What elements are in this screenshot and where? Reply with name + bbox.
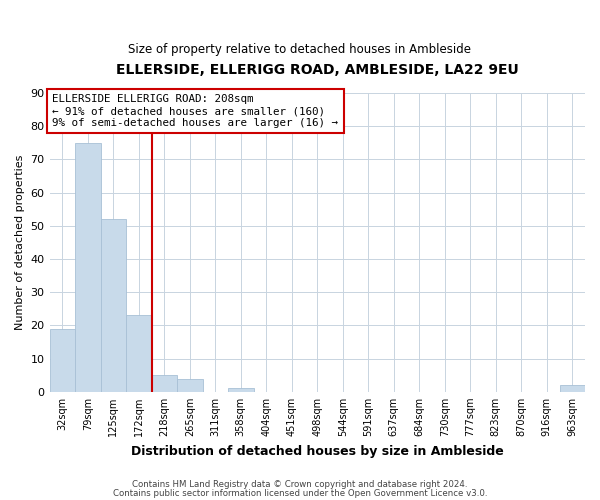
Bar bbox=[50, 328, 75, 392]
Bar bbox=[126, 316, 152, 392]
Title: ELLERSIDE, ELLERIGG ROAD, AMBLESIDE, LA22 9EU: ELLERSIDE, ELLERIGG ROAD, AMBLESIDE, LA2… bbox=[116, 62, 518, 76]
Bar bbox=[101, 219, 126, 392]
Text: Contains HM Land Registry data © Crown copyright and database right 2024.: Contains HM Land Registry data © Crown c… bbox=[132, 480, 468, 489]
Bar bbox=[228, 388, 254, 392]
Text: Contains public sector information licensed under the Open Government Licence v3: Contains public sector information licen… bbox=[113, 489, 487, 498]
Bar bbox=[75, 143, 101, 392]
X-axis label: Distribution of detached houses by size in Ambleside: Distribution of detached houses by size … bbox=[131, 444, 503, 458]
Bar bbox=[177, 378, 203, 392]
Text: ELLERSIDE ELLERIGG ROAD: 208sqm
← 91% of detached houses are smaller (160)
9% of: ELLERSIDE ELLERIGG ROAD: 208sqm ← 91% of… bbox=[52, 94, 338, 128]
Bar bbox=[152, 375, 177, 392]
Text: Size of property relative to detached houses in Ambleside: Size of property relative to detached ho… bbox=[128, 42, 472, 56]
Bar bbox=[560, 385, 585, 392]
Y-axis label: Number of detached properties: Number of detached properties bbox=[15, 154, 25, 330]
